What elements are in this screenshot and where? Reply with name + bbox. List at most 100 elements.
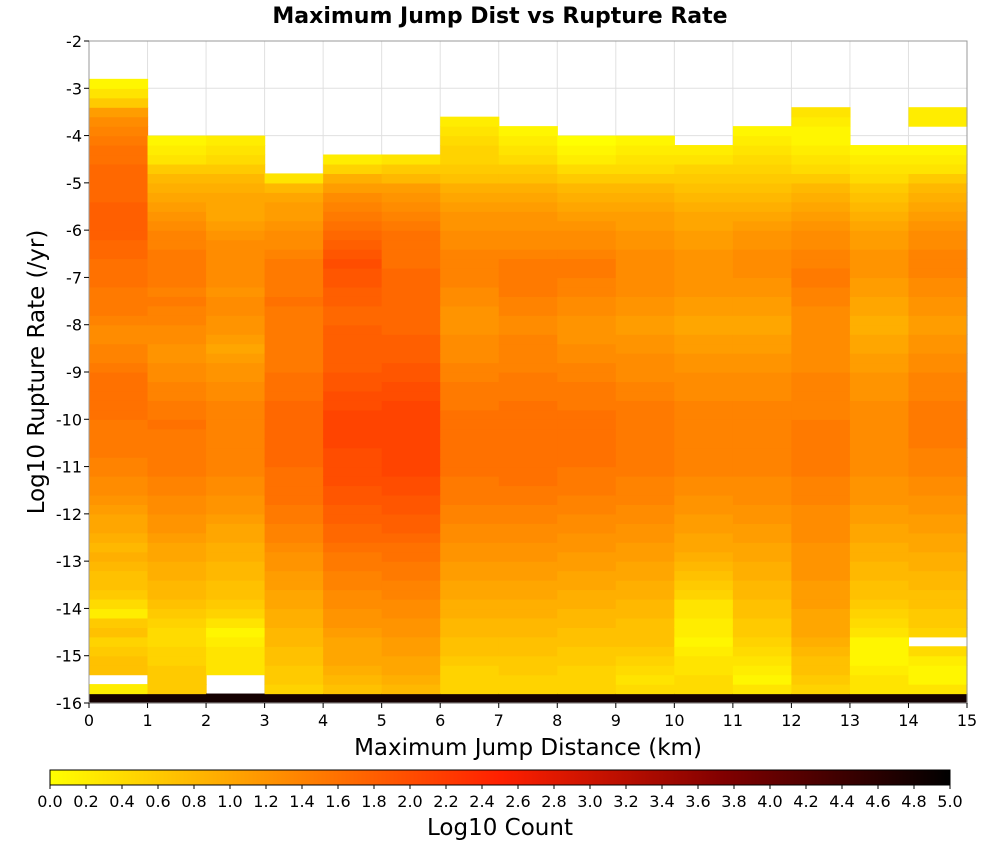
heatmap-cell (264, 684, 324, 695)
heatmap-cell (615, 646, 675, 657)
heatmap-cell (908, 617, 968, 628)
heatmap-cell (732, 608, 792, 619)
heatmap-cell (849, 476, 910, 487)
heatmap-cell (908, 182, 968, 193)
heatmap-cell (147, 466, 207, 477)
heatmap-cell (147, 598, 207, 610)
heatmap-cell (147, 154, 207, 165)
heatmap-cell (908, 267, 968, 279)
heatmap-cell (498, 447, 558, 458)
heatmap-cell (849, 163, 910, 174)
heatmap-cell (440, 466, 500, 477)
heatmap-cell (908, 220, 968, 231)
heatmap-cell (674, 211, 734, 222)
heatmap-cell (147, 485, 207, 496)
heatmap-cell (440, 513, 500, 524)
heatmap-cell (498, 589, 558, 600)
heatmap-cell (674, 598, 734, 610)
heatmap-cell (206, 220, 266, 231)
heatmap-cell (89, 513, 149, 524)
heatmap-cell (732, 154, 792, 165)
heatmap-cell (264, 239, 324, 250)
heatmap-cell (498, 362, 558, 373)
heatmap-cell (791, 267, 851, 279)
heatmap-cell (206, 504, 266, 515)
heatmap-cell (732, 315, 792, 326)
x-tick-label: 11 (723, 711, 743, 730)
heatmap-cell (440, 684, 500, 695)
heatmap-cell (89, 78, 149, 89)
heatmap-cell (440, 494, 500, 505)
heatmap-cell (615, 438, 675, 449)
heatmap-cell (674, 646, 734, 657)
heatmap-cell (323, 504, 383, 515)
heatmap-cell (615, 532, 675, 543)
heatmap-cell (381, 343, 441, 354)
heatmap-cell (908, 684, 968, 695)
heatmap-cell (147, 230, 207, 241)
heatmap-cell (615, 447, 675, 458)
heatmap-cell (440, 523, 500, 534)
heatmap-cell (381, 305, 441, 316)
heatmap-cell (323, 192, 383, 203)
y-tick-label: -3 (66, 79, 82, 98)
heatmap-cell (264, 476, 324, 487)
heatmap-cell (908, 334, 968, 345)
heatmap-cell (674, 182, 734, 193)
heatmap-cell (89, 636, 149, 647)
heatmap-cell (440, 589, 500, 600)
heatmap-cell (89, 107, 149, 118)
heatmap-cell (147, 220, 207, 231)
heatmap-cell (206, 636, 266, 647)
heatmap-cell (557, 230, 617, 241)
heatmap-cell (147, 551, 207, 562)
heatmap-cell (674, 589, 734, 600)
heatmap-cell (849, 627, 910, 638)
heatmap-cell (89, 693, 149, 704)
heatmap-cell (557, 381, 617, 392)
heatmap-cell (323, 362, 383, 373)
heatmap-cell (264, 390, 324, 401)
heatmap-cell (732, 192, 792, 203)
heatmap-cell (498, 249, 558, 260)
heatmap-cell (791, 513, 851, 524)
x-axis-ticks: 0 1 2 3 4 5 6 7 8 9 10 11 12 13 14 15 (84, 703, 977, 730)
heatmap-cell (323, 457, 383, 468)
heatmap-cell (791, 390, 851, 401)
heatmap-cell (732, 135, 792, 146)
y-tick-label: -14 (56, 599, 82, 618)
heatmap-cell (147, 674, 207, 685)
heatmap-cell (557, 372, 617, 383)
heatmap-cell (264, 589, 324, 600)
heatmap-cell (206, 173, 266, 184)
heatmap-cell (498, 353, 558, 364)
heatmap-cell (206, 239, 266, 250)
heatmap-cell (381, 239, 441, 250)
heatmap-cell (674, 655, 734, 666)
heatmap-cell (89, 315, 149, 326)
heatmap-cell (440, 381, 500, 392)
heatmap-cell (849, 608, 910, 619)
heatmap-cell (557, 239, 617, 250)
heatmap-cell (615, 277, 675, 288)
heatmap-cell (264, 173, 324, 184)
heatmap-cell (791, 551, 851, 562)
heatmap-cell (908, 504, 968, 515)
heatmap-cell (557, 334, 617, 345)
heatmap-cell (206, 400, 266, 411)
heatmap-cell (732, 655, 792, 666)
heatmap-cell (791, 684, 851, 695)
heatmap-cell (264, 598, 324, 610)
heatmap-cell (206, 589, 266, 600)
heatmap-cell (674, 343, 734, 354)
heatmap-cell (323, 334, 383, 345)
heatmap-cell (674, 267, 734, 279)
heatmap-cell (557, 220, 617, 231)
heatmap-cell (674, 419, 734, 430)
heatmap-cell (147, 693, 207, 704)
heatmap-cell (908, 561, 968, 572)
heatmap-cell (323, 296, 383, 307)
heatmap-cell (381, 608, 441, 619)
heatmap-cell (674, 494, 734, 505)
heatmap-cell (849, 617, 910, 628)
